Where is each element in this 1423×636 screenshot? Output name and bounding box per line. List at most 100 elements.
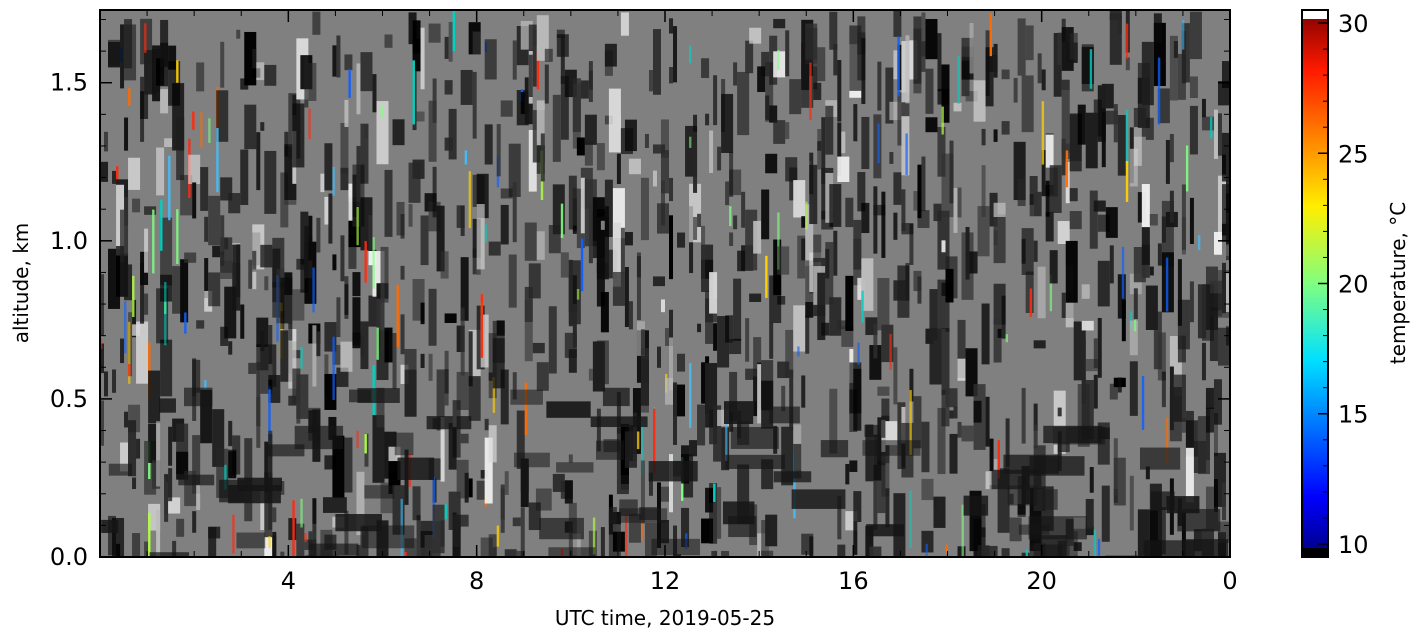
heatmap-cell	[108, 41, 121, 68]
heatmap-band	[1028, 516, 1087, 540]
heatmap-cell	[100, 343, 105, 374]
heatmap-cell	[873, 186, 878, 254]
heatmap-cell	[412, 38, 421, 54]
heatmap-cell	[288, 518, 297, 541]
heatmap-cell	[1073, 555, 1078, 557]
heatmap-cell	[256, 362, 261, 427]
heatmap-cell	[244, 104, 257, 150]
heatmap-cell	[797, 346, 800, 357]
heatmap-cell	[773, 120, 786, 144]
heatmap-cell	[1017, 178, 1026, 207]
heatmap-cell	[1185, 410, 1194, 455]
heatmap-cell	[1109, 383, 1118, 400]
heatmap-cell	[665, 328, 674, 346]
heatmap-cell	[340, 167, 349, 191]
heatmap-cell	[1029, 176, 1038, 205]
heatmap-cell	[809, 536, 814, 557]
heatmap-cell	[540, 133, 545, 182]
heatmap-cell	[460, 307, 465, 376]
heatmap-cell	[268, 379, 273, 390]
heatmap-cell	[1173, 40, 1178, 58]
heatmap-cell	[1201, 342, 1206, 381]
heatmap-band	[648, 461, 698, 482]
heatmap-cell	[176, 60, 179, 83]
heatmap-cell	[1005, 334, 1008, 343]
heatmap-cell	[1217, 521, 1230, 543]
heatmap-cell	[228, 420, 233, 447]
y-tick-label: 1.0	[50, 227, 88, 255]
heatmap-cell	[1149, 213, 1158, 226]
heatmap-band	[1166, 496, 1200, 514]
heatmap-cell	[773, 239, 782, 296]
heatmap-cell	[372, 74, 377, 113]
heatmap-cell	[572, 198, 577, 227]
heatmap-cell	[228, 193, 241, 214]
heatmap-cell	[520, 458, 529, 508]
heatmap-cell	[148, 423, 157, 463]
heatmap-cell	[989, 13, 992, 57]
heatmap-cell	[436, 369, 445, 431]
heatmap-cell	[825, 248, 830, 279]
heatmap-band	[546, 401, 591, 418]
heatmap-cell	[488, 333, 497, 399]
heatmap-cell	[961, 504, 964, 557]
heatmap-cell	[1057, 407, 1062, 417]
heatmap-cell	[1189, 105, 1198, 155]
heatmap-cell	[1129, 361, 1138, 416]
heatmap-cell	[380, 246, 389, 303]
heatmap-cell	[857, 342, 860, 365]
heatmap-cell	[1049, 274, 1053, 312]
heatmap-cell	[344, 556, 357, 557]
heatmap-cell	[793, 443, 802, 479]
heatmap-cell	[921, 478, 934, 501]
heatmap-band	[108, 463, 133, 476]
heatmap-cell	[717, 146, 722, 171]
heatmap-cell	[877, 61, 882, 111]
heatmap-cell	[893, 172, 902, 205]
heatmap-cell	[689, 136, 692, 148]
heatmap-cell	[396, 201, 405, 236]
heatmap-cell	[160, 199, 163, 251]
heatmap-cell	[1033, 424, 1038, 449]
heatmap-cell	[484, 39, 497, 80]
heatmap-cell	[689, 183, 702, 243]
heatmap-cell	[713, 323, 718, 351]
heatmap-cell	[372, 415, 385, 483]
heatmap-cell	[917, 276, 922, 304]
heatmap-cell	[452, 514, 461, 548]
heatmap-cell	[140, 263, 145, 324]
heatmap-cell	[304, 225, 309, 279]
heatmap-cell	[496, 525, 500, 547]
heatmap-band	[864, 424, 880, 437]
heatmap-cell	[264, 64, 277, 86]
heatmap-cell	[781, 426, 794, 486]
heatmap-cell	[953, 406, 958, 419]
heatmap-band	[309, 543, 359, 556]
heatmap-cell	[340, 123, 349, 174]
heatmap-cell	[993, 129, 998, 142]
heatmap-cell	[556, 29, 565, 38]
heatmap-cell	[853, 238, 862, 286]
heatmap-cell	[1221, 61, 1230, 89]
heatmap-cell	[264, 276, 269, 291]
heatmap-band	[184, 387, 213, 407]
heatmap-cell	[460, 69, 473, 105]
heatmap-cell	[1129, 320, 1138, 356]
heatmap-cell	[1033, 403, 1038, 431]
heatmap-cell	[456, 371, 469, 410]
heatmap-cell	[532, 342, 545, 354]
heatmap-cell	[356, 145, 361, 207]
heatmap-cell	[1057, 221, 1070, 244]
heatmap-cell	[472, 218, 481, 258]
heatmap-cell	[1001, 548, 1010, 557]
heatmap-cell	[600, 527, 605, 557]
heatmap-cell	[416, 515, 421, 557]
heatmap-cell	[1081, 379, 1094, 440]
heatmap-cell	[400, 364, 409, 384]
heatmap-cell	[725, 420, 728, 461]
heatmap-cell	[1021, 75, 1034, 133]
heatmap-cell	[989, 192, 998, 227]
heatmap-cell	[1021, 387, 1026, 444]
heatmap-band	[651, 538, 701, 556]
heatmap-cell	[340, 341, 353, 372]
